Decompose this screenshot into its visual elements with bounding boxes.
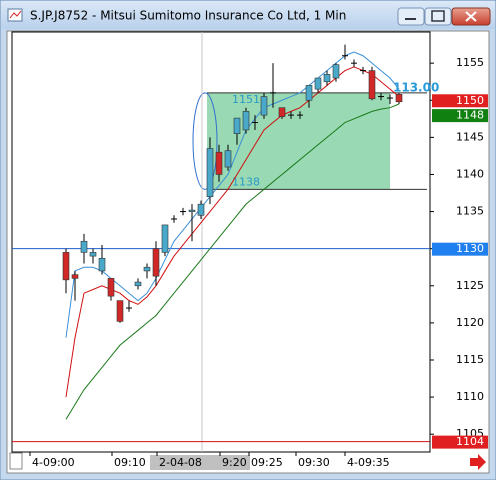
candle-body [278,107,286,117]
price-label: 1104 [456,435,484,448]
range-low-label: 1138 [232,175,260,188]
ma-line [65,103,400,420]
candle-body [395,94,403,103]
price-label-box [432,94,488,108]
candle-body [107,278,115,297]
candle-body [71,274,79,279]
candle-body [305,85,313,101]
y-tick-label: 1115 [456,353,484,366]
y-tick-label: 1145 [456,130,484,143]
crosshair-time-box [150,455,250,470]
x-tick-label: 09:25 [251,456,283,469]
candle-body [323,73,331,83]
price-label: 1150 [456,94,484,107]
candle-body [368,70,376,100]
candle-body [233,117,241,134]
x-tick-label: 9:20 [222,456,247,469]
candle-body [206,148,214,198]
plot: 113.00 [12,44,439,443]
y-tick-label: 1125 [456,279,484,292]
y-tick-label: 1110 [456,390,484,403]
candle-body [314,77,322,90]
x-tick-label: 2-04-08 [159,456,202,469]
scroll-left-button[interactable] [9,452,23,470]
app-icon-glyph [9,10,22,19]
candle-body [116,300,124,322]
candle-body [98,258,106,272]
candle-body [188,209,196,212]
x-tick-label: 09:30 [298,456,330,469]
close-glyph [465,11,477,22]
candle-body [332,64,340,79]
y-tick-label: 1120 [456,316,484,329]
app-icon [7,8,23,22]
range-selector [192,92,218,190]
candle-body [89,252,97,257]
y-tick-label: 1135 [456,205,484,218]
range-high-label: 1151 [232,93,260,106]
price-label-box [432,242,488,256]
candle-body [197,203,205,216]
candle-body [260,96,268,116]
candle-body [215,151,223,175]
x-axis: 4-09:00 09:10 2-04-08 9:20 09:25 09:30 4-09:35 [29,452,390,469]
price-label: 1148 [456,109,484,122]
candle-body [134,281,142,287]
candle-body [224,150,232,168]
candle-body [143,266,151,272]
candle-body [161,224,169,253]
x-tick-label: 4-09:35 [347,456,390,469]
window-title: S.JP.J8752 - Mitsui Sumitomo Insurance C… [30,9,346,23]
maximize-glyph [431,10,445,22]
price-label: 1130 [456,242,484,255]
candle-body [80,240,88,253]
y-tick-label: 1155 [456,56,484,69]
y-tick-label: 1140 [456,167,484,180]
ma-line [65,66,400,398]
minimize-button[interactable] [397,7,425,26]
ma-line [65,51,400,338]
candle-body [242,111,250,131]
scroll-right-button[interactable] [470,454,486,470]
x-tick-label: 4-09:00 [32,456,75,469]
annotation: 113.00 [393,81,439,95]
candle-body [62,252,70,281]
price-label-box [432,435,488,449]
candle-body [152,248,160,277]
price-label-box [432,109,488,123]
x-tick-label: 09:10 [114,456,146,469]
